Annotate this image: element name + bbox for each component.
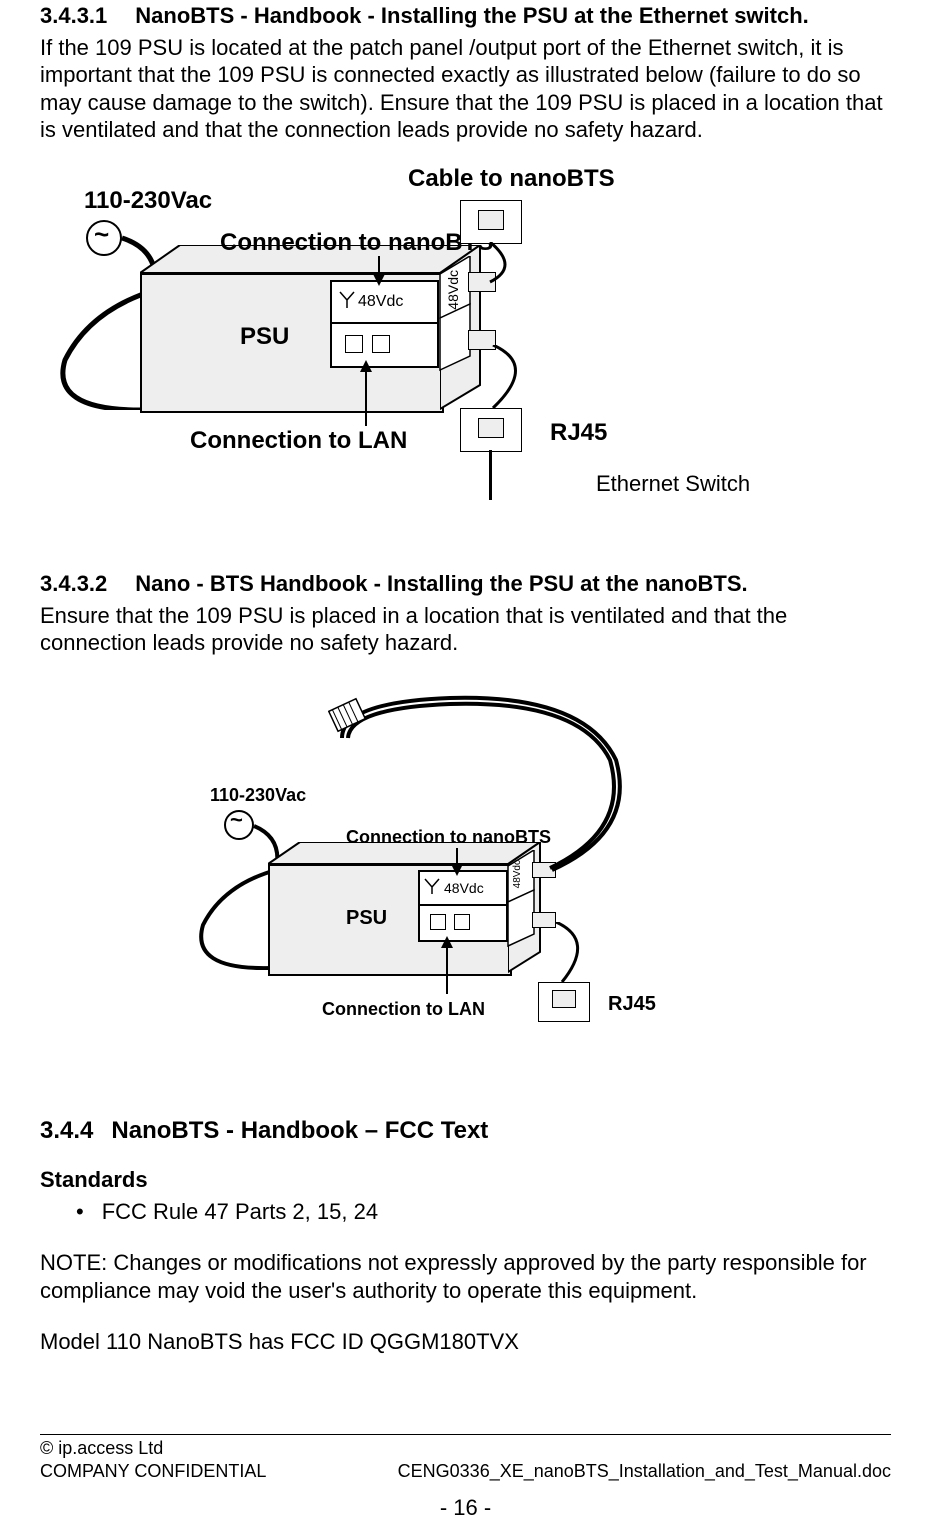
nanobts-cable-path bbox=[480, 242, 560, 302]
lan-port-icon-d2a bbox=[430, 914, 446, 930]
section-body-2: Ensure that the 109 PSU is placed in a l… bbox=[40, 602, 891, 657]
psu-label: PSU bbox=[240, 322, 289, 352]
section-heading-2: 3.4.3.2 Nano - BTS Handbook - Installing… bbox=[40, 570, 891, 598]
psu-nanobts-diagram: 110-230Vac ~ PSU 48Vdc 48Vdc Connection … bbox=[160, 700, 780, 1060]
section-title-2: Nano - BTS Handbook - Installing the PSU… bbox=[135, 570, 747, 598]
conn-nanobts-label: Connection to nanoBTS bbox=[220, 228, 493, 258]
psu-ethernet-diagram: Cable to nanoBTS 110-230Vac ~ PSU 48Vdc … bbox=[40, 160, 820, 560]
footer-confidential: COMPANY CONFIDENTIAL bbox=[40, 1460, 266, 1483]
model-line: Model 110 NanoBTS has FCC ID QGGM180TVX bbox=[40, 1328, 891, 1356]
rj45-cable-path bbox=[488, 345, 568, 425]
antenna-icon bbox=[336, 288, 358, 310]
bullet-row: • FCC Rule 47 Parts 2, 15, 24 bbox=[76, 1198, 891, 1226]
eth-cable-down bbox=[489, 450, 492, 500]
nanobts-hatched-connector-icon bbox=[328, 690, 372, 734]
arrow-line-up-2 bbox=[446, 946, 448, 994]
rj45-cable-path-2 bbox=[552, 922, 622, 992]
standards-heading: Standards bbox=[40, 1166, 891, 1194]
page-footer: © ip.access Ltd COMPANY CONFIDENTIAL CEN… bbox=[40, 1434, 891, 1522]
arrow-line-down bbox=[378, 256, 380, 276]
footer-copyright: © ip.access Ltd bbox=[40, 1437, 891, 1460]
v48-vertical-label: 48Vdc bbox=[445, 270, 463, 310]
rj45-label-2: RJ45 bbox=[608, 992, 656, 1017]
section-body-1: If the 109 PSU is located at the patch p… bbox=[40, 34, 891, 144]
lan-port-icon-d2b bbox=[454, 914, 470, 930]
ethernet-switch-label: Ethernet Switch bbox=[596, 470, 750, 498]
voltage-label: 110-230Vac bbox=[84, 186, 212, 216]
v48-label-2: 48Vdc bbox=[444, 880, 484, 898]
v48-label: 48Vdc bbox=[358, 292, 403, 312]
section-title-3: NanoBTS - Handbook – FCC Text bbox=[111, 1116, 488, 1146]
arrow-up-icon-2 bbox=[441, 936, 453, 948]
section-number-2: 3.4.3.2 bbox=[40, 570, 107, 598]
footer-docname: CENG0336_XE_nanoBTS_Installation_and_Tes… bbox=[398, 1460, 891, 1483]
page-number: - 16 - bbox=[40, 1494, 891, 1522]
bullet-icon: • bbox=[76, 1201, 84, 1223]
section-title: NanoBTS - Handbook - Installing the PSU … bbox=[135, 2, 809, 30]
lan-port-icon bbox=[345, 335, 363, 353]
section-heading-3: 3.4.4 NanoBTS - Handbook – FCC Text bbox=[40, 1116, 891, 1146]
conn-lan-label-2: Connection to LAN bbox=[322, 998, 485, 1021]
cable-to-nanobts-label: Cable to nanoBTS bbox=[408, 164, 615, 194]
arrow-up-icon bbox=[360, 360, 372, 372]
section-number-3: 3.4.4 bbox=[40, 1116, 93, 1146]
footer-divider bbox=[40, 1434, 891, 1435]
section-number: 3.4.3.1 bbox=[40, 2, 107, 30]
note-text: NOTE: Changes or modifications not expre… bbox=[40, 1249, 891, 1304]
section-heading-1: 3.4.3.1 NanoBTS - Handbook - Installing … bbox=[40, 2, 891, 30]
voltage-label-2: 110-230Vac bbox=[210, 784, 306, 807]
bullet-text: FCC Rule 47 Parts 2, 15, 24 bbox=[102, 1198, 378, 1226]
psu-label-2: PSU bbox=[346, 906, 387, 931]
conn-lan-label: Connection to LAN bbox=[190, 426, 407, 456]
arrow-line-up bbox=[365, 370, 367, 426]
rj45-connector-plug-2 bbox=[552, 990, 576, 1008]
nanobts-connector-plug bbox=[478, 210, 504, 230]
lan-port-icon-2 bbox=[372, 335, 390, 353]
arrow-down-icon bbox=[373, 274, 385, 286]
